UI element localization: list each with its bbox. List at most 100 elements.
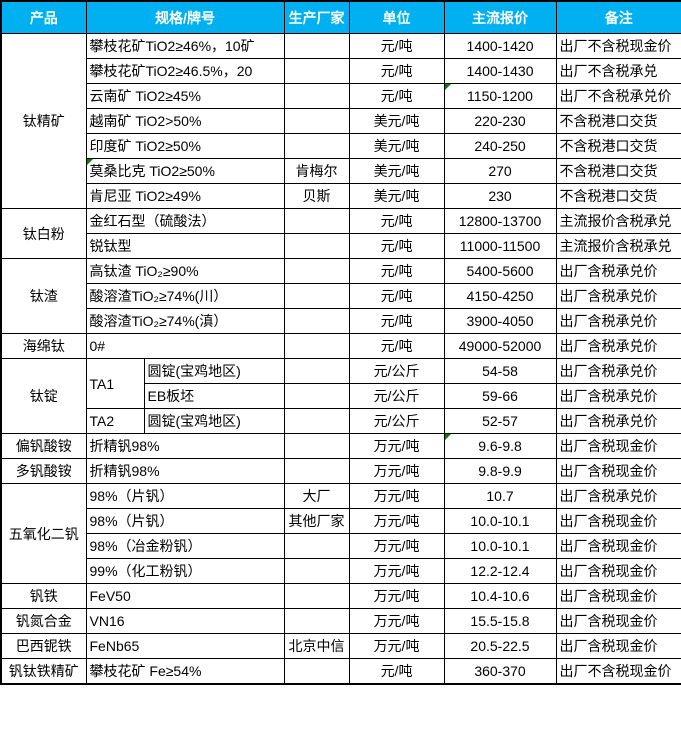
maker-cell: 贝斯 <box>283 183 350 209</box>
note-cell: 出厂含税承兑价 <box>555 258 681 284</box>
table-row: 钒钛铁精矿 攀枝花矿 Fe≥54% 元/吨 360-370 出厂不含税现金价 <box>0 658 681 685</box>
table-row: 云南矿 TiO2≥45% 元/吨 1150-1200 出厂不含税承兑价 <box>1 83 681 109</box>
table-row: 酸溶渣TiO₂≥74%(滇） 元/吨 3900-4050 出厂含税承兑价 <box>1 308 681 334</box>
table-row: 五氧化二钒 98%（片钒） 大厂 万元/吨 10.7 出厂含税承兑价 <box>0 483 681 584</box>
maker-cell <box>283 83 350 109</box>
product-cell: 钒钛铁精矿 <box>0 658 87 685</box>
spec-cell: 98%（片钒） <box>85 508 285 534</box>
product-cell: 钛白粉 <box>0 208 87 259</box>
note-cell: 出厂含税承兑价 <box>555 333 681 359</box>
unit-cell: 元/吨 <box>348 83 445 109</box>
table-row: 攀枝花矿TiO2≥46.5%，20 元/吨 1400-1430 出厂不含税承兑 <box>1 58 681 84</box>
maker-cell <box>283 308 350 334</box>
spec-cell: 攀枝花矿 Fe≥54% <box>85 658 285 685</box>
table-row: 钛白粉 金红石型（硫酸法） 元/吨 12800-13700 主流报价含税承兑 <box>0 208 681 259</box>
unit-cell: 元/公斤 <box>348 383 445 409</box>
table-row: 偏钒酸铵 折精钒98% 万元/吨 9.6-9.8 出厂含税现金价 <box>0 433 681 459</box>
price-cell: 270 <box>443 158 557 184</box>
spec-form-cell: EB板坯 <box>143 383 285 409</box>
table-row: 越南矿 TiO2>50% 美元/吨 220-230 不含税港口交货 <box>1 108 681 134</box>
spec-cell: VN16 <box>85 608 285 634</box>
col-header-price: 主流报价 <box>443 0 557 34</box>
unit-cell: 元/吨 <box>348 658 445 685</box>
spec-cell: 98%（片钒） <box>85 483 285 509</box>
unit-cell: 万元/吨 <box>348 633 445 659</box>
maker-cell: 北京中信 <box>283 633 350 659</box>
unit-cell: 万元/吨 <box>348 558 445 584</box>
spec-cell: 酸溶渣TiO₂≥74%(滇） <box>85 308 285 334</box>
maker-cell <box>283 358 350 384</box>
note-cell: 出厂含税承兑价 <box>555 358 681 384</box>
price-cell: 1400-1420 <box>443 33 557 59</box>
table-row: 钒铁 FeV50 万元/吨 10.4-10.6 出厂含税现金价 <box>0 583 681 609</box>
maker-cell <box>283 283 350 309</box>
table-row: 钒氮合金 VN16 万元/吨 15.5-15.8 出厂含税现金价 <box>0 608 681 634</box>
maker-cell <box>283 383 350 409</box>
unit-cell: 元/吨 <box>348 258 445 284</box>
product-cell: 多钒酸铵 <box>0 458 87 484</box>
price-cell: 11000-11500 <box>443 233 557 259</box>
note-cell: 不含税港口交货 <box>555 133 681 159</box>
maker-cell <box>283 108 350 134</box>
unit-cell: 元/公斤 <box>348 408 445 434</box>
spec-cell: 酸溶渣TiO₂≥74%(川） <box>85 283 285 309</box>
note-cell: 出厂含税现金价 <box>555 433 681 459</box>
spec-cell: 云南矿 TiO2≥45% <box>85 83 285 109</box>
comment-marker-icon <box>87 159 93 165</box>
spec-grade-cell: TA1 <box>85 358 145 409</box>
spec-cell: FeNb65 <box>85 633 285 659</box>
maker-cell <box>283 583 350 609</box>
table-row: 海绵钛 0# 元/吨 49000-52000 出厂含税承兑价 <box>0 333 681 359</box>
unit-cell: 元/吨 <box>348 58 445 84</box>
maker-cell <box>283 133 350 159</box>
table-row: 锐钛型 元/吨 11000-11500 主流报价含税承兑 <box>1 233 681 259</box>
maker-cell <box>283 533 350 559</box>
spec-cell: 攀枝花矿TiO2≥46%，10矿 <box>85 33 285 59</box>
product-cell: 钛渣 <box>0 258 87 334</box>
note-cell: 主流报价含税承兑 <box>555 233 681 259</box>
price-cell: 10.0-10.1 <box>443 508 557 534</box>
unit-cell: 万元/吨 <box>348 533 445 559</box>
note-cell: 出厂含税现金价 <box>555 458 681 484</box>
price-cell: 220-230 <box>443 108 557 134</box>
product-cell: 钛精矿 <box>0 33 87 209</box>
spec-cell: 折精钒98% <box>85 458 285 484</box>
maker-cell: 大厂 <box>283 483 350 509</box>
col-header-maker: 生产厂家 <box>283 0 350 34</box>
unit-cell: 美元/吨 <box>348 133 445 159</box>
unit-cell: 万元/吨 <box>348 433 445 459</box>
price-cell: 3900-4050 <box>443 308 557 334</box>
table-row: 肯尼亚 TiO2≥49% 贝斯 美元/吨 230 不含税港口交货 <box>1 183 681 209</box>
comment-marker-icon <box>445 84 451 90</box>
unit-cell: 美元/吨 <box>348 158 445 184</box>
price-cell: 12800-13700 <box>443 208 557 234</box>
maker-cell <box>283 558 350 584</box>
spec-cell: 锐钛型 <box>85 233 285 259</box>
spec-cell: 0# <box>85 333 285 359</box>
unit-cell: 元/吨 <box>348 308 445 334</box>
product-cell: 巴西铌铁 <box>0 633 87 659</box>
note-cell: 出厂不含税承兑 <box>555 58 681 84</box>
price-cell: 9.6-9.8 <box>443 433 557 459</box>
note-cell: 出厂含税现金价 <box>555 633 681 659</box>
maker-cell <box>283 658 350 685</box>
maker-cell: 肯梅尔 <box>283 158 350 184</box>
unit-cell: 元/吨 <box>348 208 445 234</box>
maker-cell <box>283 458 350 484</box>
maker-cell <box>283 58 350 84</box>
table-row: 印度矿 TiO2≥50% 美元/吨 240-250 不含税港口交货 <box>1 133 681 159</box>
table-row: 莫桑比克 TiO2≥50% 肯梅尔 美元/吨 270 不含税港口交货 <box>1 158 681 184</box>
table-row: 98%（片钒） 其他厂家 万元/吨 10.0-10.1 出厂含税现金价 <box>1 508 681 534</box>
col-header-product: 产品 <box>0 0 87 34</box>
note-cell: 出厂含税承兑价 <box>555 383 681 409</box>
spec-cell: 越南矿 TiO2>50% <box>85 108 285 134</box>
note-cell: 出厂含税承兑价 <box>555 408 681 434</box>
spec-grade-cell: TA2 <box>85 408 145 434</box>
unit-cell: 元/公斤 <box>348 358 445 384</box>
table-header-row: 产品 规格/牌号 生产厂家 单位 主流报价 备注 <box>0 0 681 34</box>
maker-cell <box>283 258 350 284</box>
unit-cell: 美元/吨 <box>348 108 445 134</box>
maker-cell <box>283 408 350 434</box>
note-cell: 不含税港口交货 <box>555 183 681 209</box>
product-cell: 钒铁 <box>0 583 87 609</box>
